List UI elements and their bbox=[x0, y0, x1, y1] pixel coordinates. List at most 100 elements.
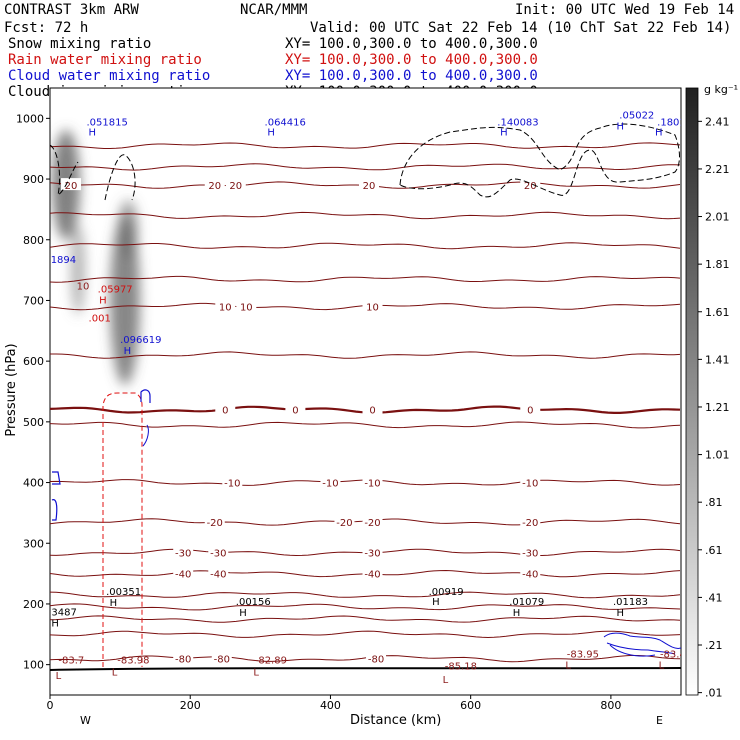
extremum-label: .064416 bbox=[265, 118, 306, 129]
isotherm-label-bg bbox=[359, 178, 380, 191]
extremum-label: H bbox=[500, 127, 508, 138]
isotherm-label-bg bbox=[520, 515, 541, 528]
isotherm-label-bg bbox=[362, 402, 383, 415]
extremum-label: -82.89 bbox=[255, 655, 287, 666]
isotherm-label: -30 bbox=[210, 548, 226, 559]
colorbar-ramp bbox=[685, 87, 699, 696]
header-valid: Valid: 00 UTC Sat 22 Feb 14 (10 ChT Sat … bbox=[310, 20, 731, 36]
isotherm-label-bg bbox=[362, 299, 383, 312]
cloud-ice-contour bbox=[50, 123, 680, 201]
extremum-label: .00919 bbox=[429, 587, 464, 598]
x-tick-label: 200 bbox=[180, 699, 201, 712]
isotherm-label-bg bbox=[520, 566, 541, 579]
isotherm-label: 10 bbox=[219, 303, 232, 314]
isotherm-label-bg bbox=[211, 651, 232, 664]
isotherm-label-bg bbox=[215, 299, 236, 312]
y-tick-label: 1000 bbox=[16, 112, 44, 125]
colorbar-tick-label: .21 bbox=[705, 639, 723, 652]
isotherm-label-bg bbox=[208, 545, 229, 558]
isotherm-label-bg bbox=[173, 566, 194, 579]
extremum-label: .096619 bbox=[120, 335, 161, 346]
extremum-label: .05022 bbox=[619, 110, 654, 121]
extremum-label: .00156 bbox=[236, 597, 271, 608]
extremum-label: .051815 bbox=[86, 118, 127, 129]
field-label: Rain water mixing ratio bbox=[8, 52, 202, 68]
y-tick-label: 100 bbox=[23, 659, 44, 672]
isotherm-label-bg bbox=[173, 651, 194, 664]
header-init: Init: 00 UTC Wed 19 Feb 14 bbox=[515, 2, 734, 18]
plot-contents: -80 -80 -80 -40 -40 -40 -40 -30 -30 -30 -30 -20 -20 -… bbox=[50, 110, 692, 686]
isotherm-line bbox=[50, 654, 681, 663]
snow-plume-4 bbox=[118, 200, 138, 260]
colorbar-tick-label: 2.41 bbox=[705, 115, 730, 128]
extremum-label: .05977 bbox=[98, 285, 133, 296]
isotherm-label: -40 bbox=[210, 570, 226, 581]
x-tick-label: 400 bbox=[320, 699, 341, 712]
header-title: CONTRAST 3km ARW bbox=[4, 2, 139, 18]
isotherm-label: 10 bbox=[366, 303, 379, 314]
isotherm-label: 0 bbox=[292, 406, 298, 417]
isotherm-label: 20 bbox=[208, 181, 221, 192]
isotherm-label-bg bbox=[173, 545, 194, 558]
extremum-label: H bbox=[616, 121, 624, 132]
annotation-labels: L-83.7L-83.98L-82.89L-85.18 L-83.95L-83.4… bbox=[51, 110, 692, 686]
x-end-right: E bbox=[656, 714, 663, 727]
isotherm-line bbox=[50, 211, 681, 220]
y-tick-label: 500 bbox=[23, 416, 44, 429]
isotherm-label-bg bbox=[236, 299, 257, 312]
isotherm-label: 20 bbox=[524, 181, 537, 192]
isotherm-line bbox=[50, 242, 681, 250]
extremum-label: .00351 bbox=[106, 587, 141, 598]
colorbar-tick-label: .61 bbox=[705, 544, 723, 557]
colorbar-tick-label: 1.01 bbox=[705, 449, 730, 462]
isotherm-line bbox=[50, 163, 681, 171]
colorbar-tick-label: 1.61 bbox=[705, 306, 730, 319]
isotherm-label: -20 bbox=[336, 518, 352, 529]
colorbar-tick-label: .81 bbox=[705, 496, 723, 509]
isotherm-line bbox=[50, 603, 681, 611]
colorbar-unit: g kg⁻¹ bbox=[704, 83, 738, 96]
x-tick-label: 0 bbox=[47, 699, 54, 712]
isotherm-label: 20 bbox=[65, 181, 78, 192]
y-tick-label: 300 bbox=[23, 537, 44, 550]
isotherm-label: 20 bbox=[229, 181, 242, 192]
extremum-label: H bbox=[99, 295, 107, 306]
extremum-label: L bbox=[443, 675, 449, 686]
isotherm-label: -30 bbox=[522, 548, 538, 559]
isotherm-label-bg bbox=[215, 402, 236, 415]
isotherm-label-bg bbox=[520, 475, 541, 488]
isotherm-label-bg bbox=[362, 545, 383, 558]
extremum-label: H bbox=[655, 127, 663, 138]
isotherm-label: 10 bbox=[240, 303, 253, 314]
extremum-label: -83.45 bbox=[660, 649, 692, 660]
colorbar-ticks: .01 .21 .41 .61 .81 1.01 1.21 1.41 1.61 1.81 2.01 2… bbox=[698, 115, 730, 700]
header: CONTRAST 3km ARW NCAR/MMM Init: 00 UTC W… bbox=[4, 2, 734, 100]
isotherm-label: -80 bbox=[368, 655, 384, 666]
extremum-label: .01079 bbox=[509, 597, 544, 608]
extremum-label: 10 bbox=[77, 282, 90, 293]
isotherm-label-bg bbox=[204, 515, 225, 528]
isotherm-line bbox=[50, 142, 681, 149]
temperature-contours: -80 -80 -80 -40 -40 -40 -40 -30 -30 -30 -30 -20 -20 -… bbox=[50, 142, 681, 666]
isotherm-label-bg bbox=[362, 515, 383, 528]
extremum-label: L bbox=[112, 668, 118, 679]
extremum-label: L bbox=[253, 668, 259, 679]
y-tick-label: 600 bbox=[23, 355, 44, 368]
isotherm-label-bg bbox=[204, 178, 225, 191]
isotherm-label-bg bbox=[362, 475, 383, 488]
isotherm-label: -10 bbox=[522, 479, 538, 490]
isotherm-label-bg bbox=[225, 178, 246, 191]
colorbar-tick-label: 1.41 bbox=[705, 353, 730, 366]
colorbar-tick-label: 1.81 bbox=[705, 258, 730, 271]
colorbar: g kg⁻¹ .01 .21 .41 .61 .81 1.01 1.21 1.41 1.61 1.… bbox=[685, 83, 738, 700]
extremum-label: H bbox=[267, 127, 275, 138]
extremum-label: H bbox=[110, 598, 118, 609]
cloud-water-contour-upper bbox=[142, 424, 149, 447]
isotherm-label: -30 bbox=[364, 548, 380, 559]
y-tick-label: 400 bbox=[23, 477, 44, 490]
field-label: Cloud water mixing ratio bbox=[8, 68, 210, 84]
isotherm-label-bg bbox=[208, 566, 229, 579]
isotherm-line bbox=[50, 275, 681, 283]
extremum-label: 1894 bbox=[51, 255, 76, 266]
x-axis: 0 200 400 600 800 bbox=[47, 695, 621, 712]
